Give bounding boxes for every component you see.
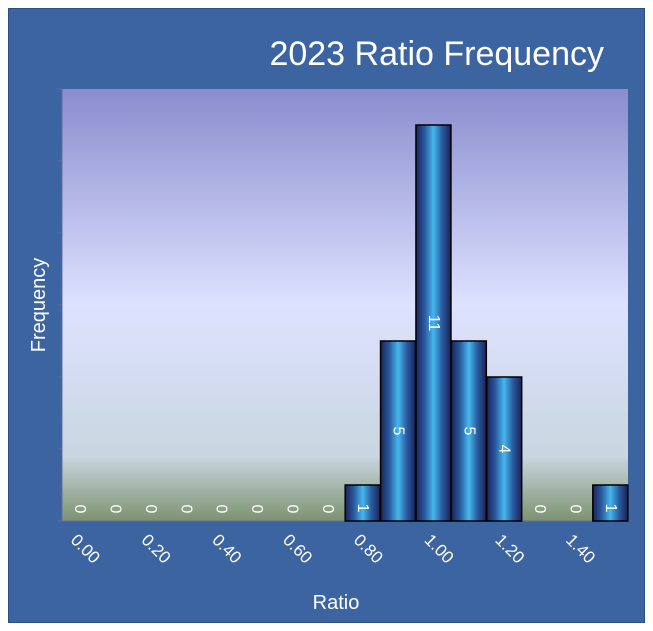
- data-label: 0: [248, 505, 265, 514]
- x-axis-label: Ratio: [313, 592, 360, 614]
- x-tick-label: 0.40: [208, 530, 245, 567]
- data-label: 1: [354, 504, 371, 513]
- bar: [415, 124, 452, 522]
- data-label: 11: [425, 315, 442, 332]
- bar: [379, 340, 417, 522]
- x-ticks: 0.00 0.20 0.40 0.60 0.80 1.00 1.20 1.40: [67, 530, 599, 567]
- data-label: 0: [566, 505, 583, 514]
- data-labels: 0 0 0 0 0 0 0 0 1 5 11 5 4 0 0 1: [71, 315, 619, 514]
- x-tick-label: 1.20: [491, 530, 528, 567]
- x-tick-label: 1.40: [562, 530, 599, 567]
- data-label: 0: [142, 505, 159, 514]
- data-label: 0: [283, 505, 300, 514]
- y-axis-label: Frequency: [28, 258, 50, 353]
- data-label: 0: [531, 505, 548, 514]
- bar: [592, 484, 629, 522]
- data-label: 5: [460, 427, 477, 436]
- data-label: 0: [177, 505, 194, 514]
- data-label: 0: [319, 505, 336, 514]
- data-label: 0: [71, 505, 88, 514]
- data-label: 0: [107, 505, 124, 514]
- x-tick-label: 0.20: [138, 530, 175, 567]
- data-label: 1: [602, 504, 619, 513]
- chart: 2023 Ratio Frequency 0 0 0 0 0 0 0 0 1 5 11 5 4 0 0 1 0…: [28, 35, 629, 614]
- chart-frame: 2023 Ratio Frequency 0 0 0 0 0 0 0 0 1 5 11 5 4 0 0 1 0…: [8, 8, 645, 623]
- chart-title: 2023 Ratio Frequency: [269, 35, 604, 73]
- x-tick-label: 0.00: [67, 530, 104, 567]
- data-label: 4: [496, 445, 513, 454]
- y-ticks: [58, 88, 62, 522]
- data-label: 0: [213, 505, 230, 514]
- plot-area: [62, 89, 628, 521]
- data-label: 5: [390, 427, 407, 436]
- bars: [344, 124, 629, 522]
- x-tick-label: 1.00: [421, 530, 458, 567]
- bar: [450, 340, 488, 522]
- x-tick-label: 0.60: [279, 530, 316, 567]
- bar: [485, 376, 523, 522]
- x-tick-label: 0.80: [350, 530, 387, 567]
